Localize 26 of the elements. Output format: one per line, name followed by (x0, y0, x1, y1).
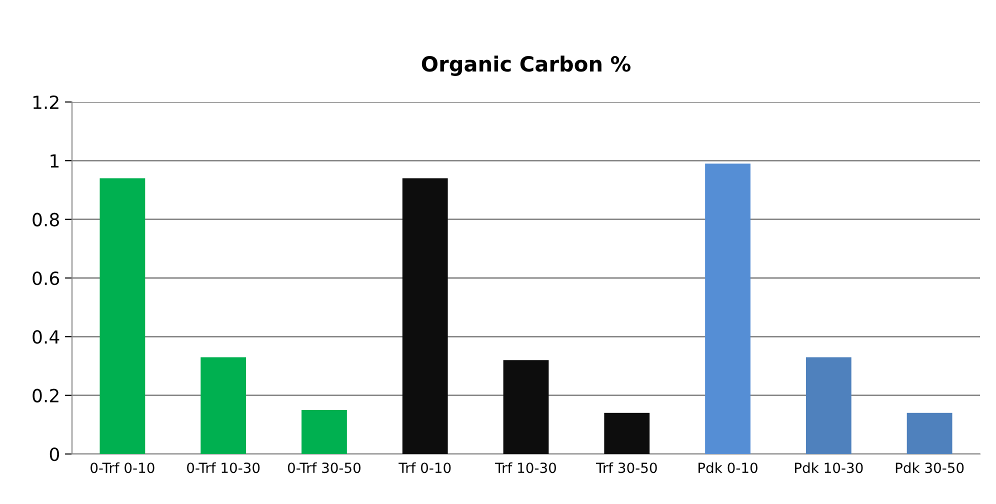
chart-title: Organic Carbon % (422, 56, 631, 76)
bar (906, 412, 952, 454)
bar (402, 178, 448, 454)
bar (705, 164, 750, 454)
x-tick-label: Pdk 10-30 (795, 462, 863, 474)
x-tick-label: Trf 30-50 (596, 462, 657, 474)
x-tick-label: Trf 0-10 (398, 462, 451, 474)
bar (604, 412, 650, 454)
y-tick-label: 1.2 (33, 95, 58, 109)
bar (200, 357, 246, 454)
bar (503, 360, 549, 454)
x-tick-label: Pdk 30-50 (896, 462, 964, 474)
y-tick-label: 1 (50, 154, 59, 168)
y-tick-label: 0.8 (32, 212, 59, 226)
x-tick-label: 0-Trf 0-10 (90, 462, 154, 474)
x-tick-label: 0-Trf 10-30 (187, 462, 260, 474)
bar (302, 410, 347, 454)
x-tick-label: Trf 10-30 (495, 462, 556, 474)
y-tick-label: 0.6 (32, 271, 60, 286)
bar (806, 357, 852, 454)
bar (100, 178, 146, 454)
x-tick-label: Pdk 0-10 (698, 462, 758, 474)
y-tick-label: 0.4 (32, 330, 60, 344)
y-tick-label: 0.2 (32, 388, 58, 402)
y-tick-label: 0 (50, 447, 59, 462)
x-tick-label: 0-Trf 30-50 (288, 462, 360, 474)
